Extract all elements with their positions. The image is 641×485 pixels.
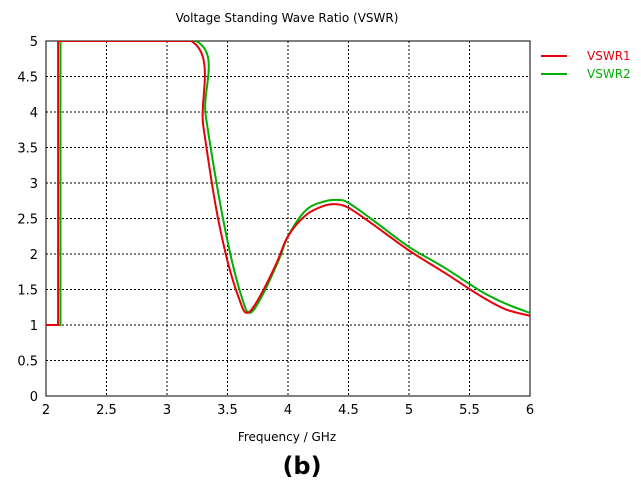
legend-label: VSWR1 xyxy=(587,49,631,63)
x-tick-label: 2.5 xyxy=(96,403,117,418)
y-tick-label: 3.5 xyxy=(17,142,38,157)
x-tick-label: 4.5 xyxy=(338,403,359,418)
x-tick-label: 2 xyxy=(42,403,50,418)
series-line-vswr2 xyxy=(46,41,530,326)
x-tick-label: 5.5 xyxy=(459,403,480,418)
x-tick-label: 3.5 xyxy=(217,403,238,418)
legend: VSWR1 VSWR2 xyxy=(541,49,631,81)
y-axis-ticks: 0 0.5 1 1.5 2 2.5 3 3.5 4 4.5 5 xyxy=(17,35,38,405)
y-tick-label: 0.5 xyxy=(17,355,38,370)
y-tick-label: 2 xyxy=(30,248,38,263)
series-line-vswr1 xyxy=(46,41,530,326)
x-tick-label: 5 xyxy=(405,403,413,418)
y-tick-label: 4.5 xyxy=(17,71,38,86)
x-axis-label: Frequency / GHz xyxy=(238,430,336,444)
plot-area xyxy=(45,40,531,397)
y-tick-label: 2.5 xyxy=(17,213,38,228)
x-tick-label: 4 xyxy=(284,403,292,418)
legend-label: VSWR2 xyxy=(587,67,631,81)
x-axis-ticks: 2 2.5 3 3.5 4 4.5 5 5.5 6 xyxy=(42,403,534,418)
y-tick-label: 1 xyxy=(30,319,38,334)
y-tick-label: 4 xyxy=(30,106,38,121)
y-tick-label: 1.5 xyxy=(17,284,38,299)
x-tick-label: 6 xyxy=(526,403,534,418)
chart-title: Voltage Standing Wave Ratio (VSWR) xyxy=(176,11,399,25)
grid xyxy=(46,41,530,396)
y-tick-label: 5 xyxy=(30,35,38,50)
plot-lines xyxy=(46,41,530,326)
figure-caption: (b) xyxy=(282,452,321,480)
y-tick-label: 0 xyxy=(30,390,38,405)
y-tick-label: 3 xyxy=(30,177,38,192)
x-tick-label: 3 xyxy=(163,403,171,418)
